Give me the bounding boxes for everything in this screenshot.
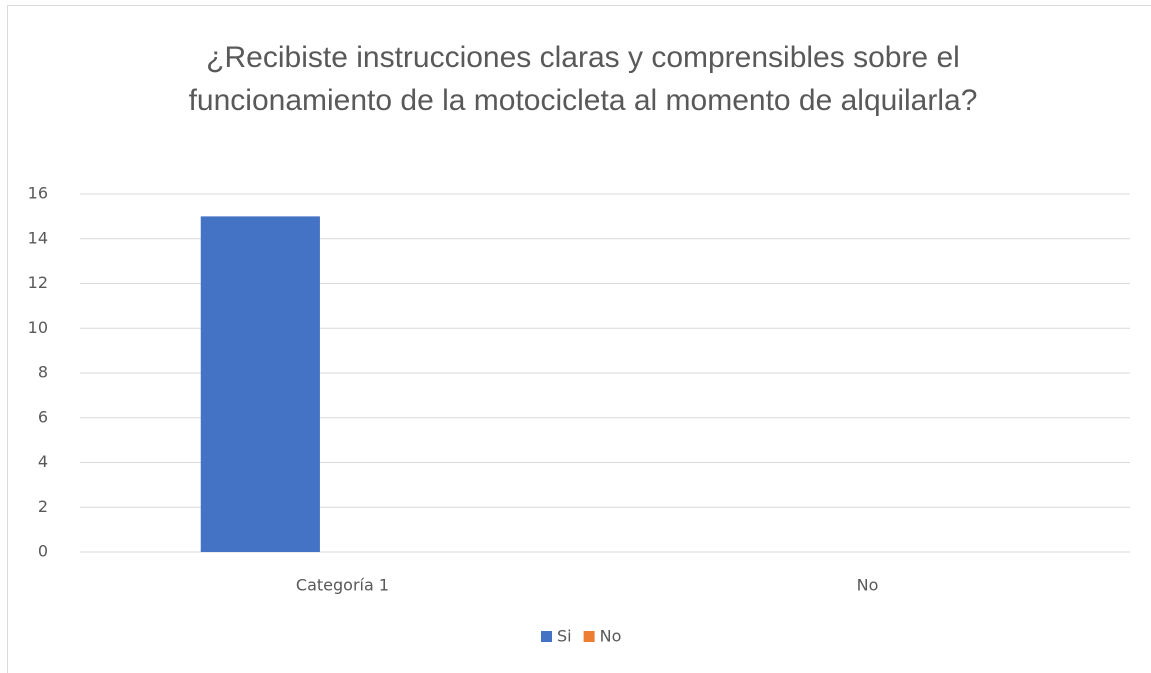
legend-swatch (541, 631, 552, 642)
bar (200, 216, 320, 552)
x-tick-label: No (857, 576, 879, 595)
chart-title: ¿Recibiste instrucciones claras y compre… (188, 41, 978, 117)
y-tick-label: 10 (28, 318, 48, 337)
y-tick-label: 2 (38, 497, 48, 516)
x-tick-label: Categoría 1 (296, 576, 389, 595)
legend-label: No (600, 627, 622, 646)
y-tick-label: 16 (28, 184, 48, 203)
y-tick-label: 4 (38, 452, 48, 471)
y-tick-label: 8 (38, 363, 48, 382)
y-tick-label: 14 (28, 228, 48, 247)
chart-border (7, 5, 1151, 673)
legend-swatch (583, 631, 595, 642)
y-tick-label: 6 (38, 407, 48, 426)
legend-label: Si (557, 627, 572, 646)
y-tick-label: 0 (38, 542, 48, 561)
y-tick-label: 12 (28, 273, 48, 292)
